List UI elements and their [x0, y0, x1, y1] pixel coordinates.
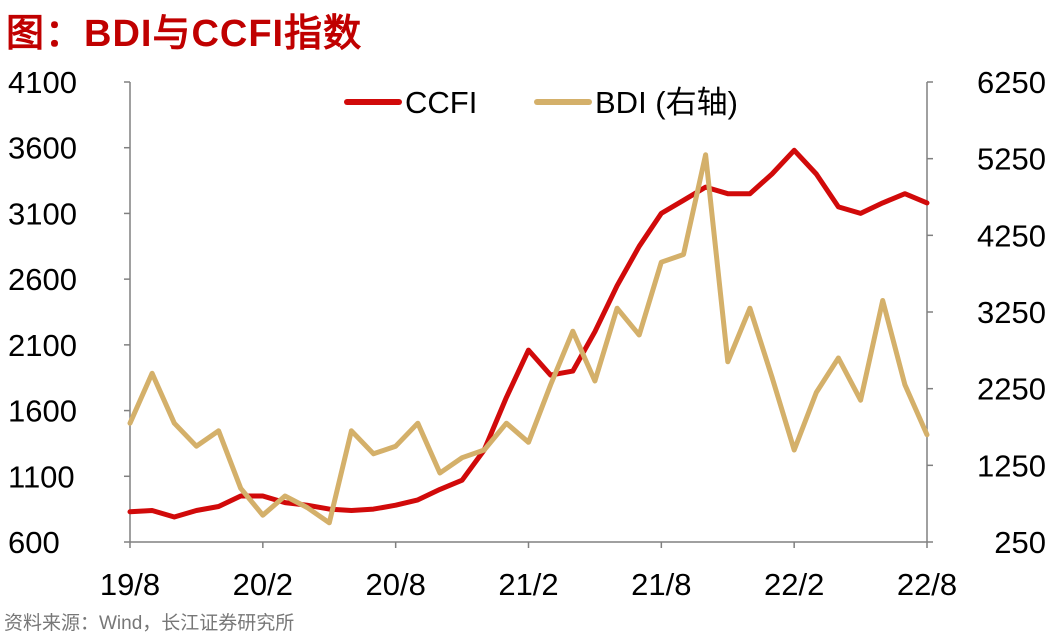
x-tick-label: 19/8: [100, 567, 160, 602]
left-tick-label: 3600: [8, 131, 77, 166]
x-tick-label: 21/8: [631, 567, 691, 602]
chart-title: 图：BDI与CCFI指数: [6, 13, 363, 55]
right-tick-label: 1250: [977, 448, 1046, 483]
legend-bdi-label: BDI (右轴): [595, 85, 738, 120]
left-tick-label: 2100: [8, 328, 77, 363]
chart-lines: [127, 147, 930, 526]
x-tick-label: 21/2: [498, 567, 558, 602]
chart-ticks: 4100 3600 3100 2600 2100 1600 1100 600 6250 5250 4…: [8, 65, 1046, 602]
left-tick-label: 2600: [8, 262, 77, 297]
legend-ccfi-label: CCFI: [405, 85, 477, 120]
left-tick-label: 1100: [8, 459, 75, 494]
x-tick-label: 20/8: [365, 567, 425, 602]
left-tick-label: 3100: [8, 196, 77, 231]
x-tick-label: 22/2: [764, 567, 824, 602]
x-tick-label: 20/2: [233, 567, 293, 602]
left-tick-label: 4100: [8, 65, 77, 100]
right-tick-label: 5250: [977, 142, 1046, 177]
right-tick-label: 4250: [977, 218, 1046, 253]
series-line-ccfi: [127, 147, 930, 520]
right-tick-label: 2250: [977, 372, 1046, 407]
left-tick-label: 600: [8, 525, 60, 560]
chart-legend: CCFI BDI (右轴): [344, 85, 738, 120]
right-tick-label: 250: [994, 525, 1046, 560]
right-tick-label: 3250: [977, 295, 1046, 330]
left-tick-label: 1600: [8, 394, 77, 429]
series-line-bdi: [127, 152, 930, 526]
chart-axes: [129, 82, 928, 543]
x-tick-label: 22/8: [897, 567, 957, 602]
source-note: 资料来源：Wind，长江证券研究所: [4, 613, 295, 634]
right-tick-label: 6250: [977, 65, 1046, 100]
